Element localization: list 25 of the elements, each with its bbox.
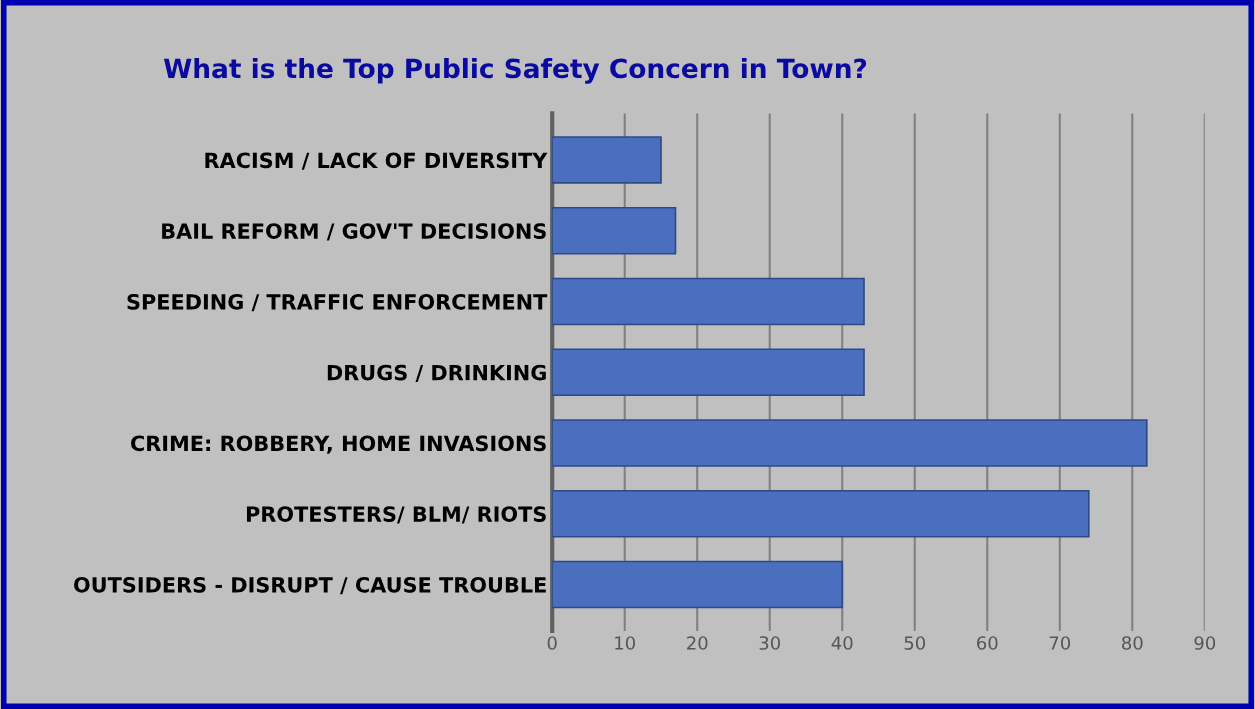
x-tick-label: 50 [904,636,926,650]
x-tick-label: 80 [1122,636,1143,650]
bar [552,136,662,184]
x-tick-label: 10 [615,636,635,650]
bar [552,419,1148,467]
x-tick-label: 90 [1194,636,1216,650]
x-tick-label: 40 [831,636,853,650]
x-tick-label: 0 [547,636,557,650]
y-tick-label: BAIL REFORM / GOV'T DECISIONS [162,223,546,241]
x-tick-label: 70 [1049,636,1071,650]
chart-title: What is the Top Public Safety Concern in Town? [163,57,867,84]
x-tick-label: 60 [977,636,998,650]
y-tick-label: CRIME: ROBBERY, HOME INVASIONS [131,435,546,454]
bar [552,489,1090,538]
x-tick-label: 30 [759,636,781,650]
y-tick-label: PROTESTERS/ BLM/ RIOTS [246,506,546,524]
y-tick-label: OUTSIDERS - DISRUPT / CAUSE TROUBLE [74,576,546,595]
bar [552,277,865,326]
y-tick-label: RACISM / LACK OF DIVERSITY [205,152,548,170]
y-tick-label: SPEEDING / TRAFFIC ENFORCEMENT [127,293,548,312]
bar [552,206,677,255]
x-tick-label: 20 [687,636,708,650]
bar [552,560,844,609]
y-tick-label: DRUGS / DRINKING [327,364,546,383]
bar [552,348,865,397]
